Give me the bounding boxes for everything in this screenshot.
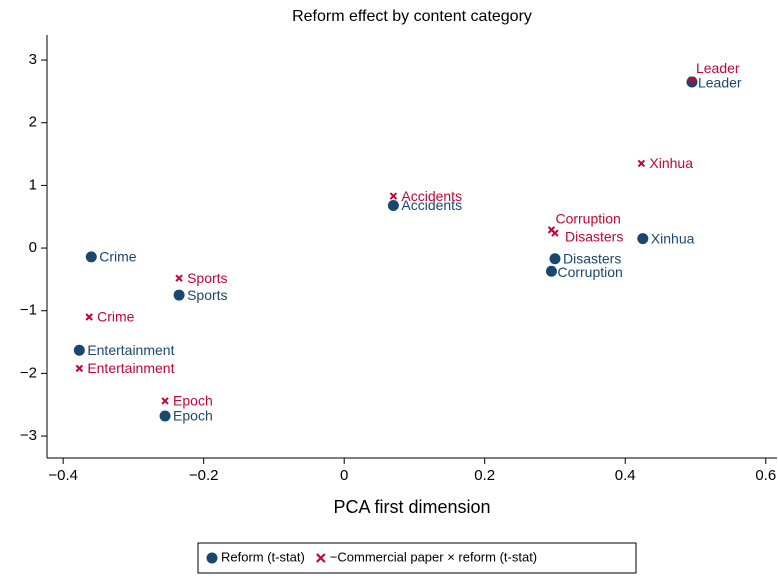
point-label: Accidents (401, 197, 462, 213)
point-label: Sports (187, 287, 227, 303)
point-label: Leader (698, 75, 742, 91)
x-tick-label: 0.6 (755, 467, 776, 484)
point-label: Disasters (563, 250, 621, 266)
point (161, 397, 169, 405)
point-label: Xinhua (649, 155, 693, 171)
point-label: Epoch (173, 393, 213, 409)
point-label: Crime (99, 249, 137, 265)
legend-label: −Commercial paper × reform (t-stat) (330, 549, 537, 564)
point (686, 76, 698, 88)
point (175, 274, 183, 282)
point-label: Crime (97, 309, 135, 325)
y-tick-label: 0 (29, 239, 37, 256)
point (549, 253, 561, 265)
point-label: Sports (187, 270, 227, 286)
y-tick-label: −2 (20, 364, 37, 381)
point (75, 364, 84, 373)
point (551, 229, 559, 237)
point (637, 233, 649, 245)
y-tick-label: 3 (29, 51, 37, 68)
chart-title: Reform effect by content category (292, 8, 532, 25)
point (173, 289, 185, 301)
point-label: Epoch (173, 408, 213, 424)
point (85, 251, 97, 263)
legend-marker (206, 552, 218, 564)
point (159, 410, 171, 422)
point (637, 159, 646, 168)
point (688, 76, 696, 84)
legend-marker (316, 553, 326, 563)
point-label: Entertainment (87, 342, 174, 358)
point (389, 192, 398, 200)
point-label: Disasters (565, 229, 623, 245)
y-tick-label: −3 (20, 427, 37, 444)
point-label: Leader (696, 60, 740, 76)
point (545, 265, 557, 277)
x-tick-label: 0.4 (615, 467, 636, 484)
x-tick-label: −0.2 (189, 467, 219, 484)
point-label: Corruption (555, 211, 620, 227)
point-label: Accidents (401, 188, 462, 204)
legend-box (197, 542, 637, 574)
x-tick-label: 0.2 (474, 467, 495, 484)
y-tick-label: 2 (29, 114, 37, 131)
x-tick-label: −0.4 (48, 467, 78, 484)
point-label: Entertainment (87, 360, 174, 376)
point (387, 199, 399, 211)
point (73, 344, 85, 356)
legend-label: Reform (t-stat) (221, 549, 305, 564)
point-label: Xinhua (651, 230, 695, 246)
x-axis-label: PCA first dimension (333, 497, 490, 517)
y-tick-label: 1 (29, 176, 37, 193)
point (85, 313, 93, 321)
y-tick-label: −1 (20, 302, 37, 319)
x-tick-label: 0 (340, 467, 348, 484)
point-label: Corruption (557, 264, 622, 280)
